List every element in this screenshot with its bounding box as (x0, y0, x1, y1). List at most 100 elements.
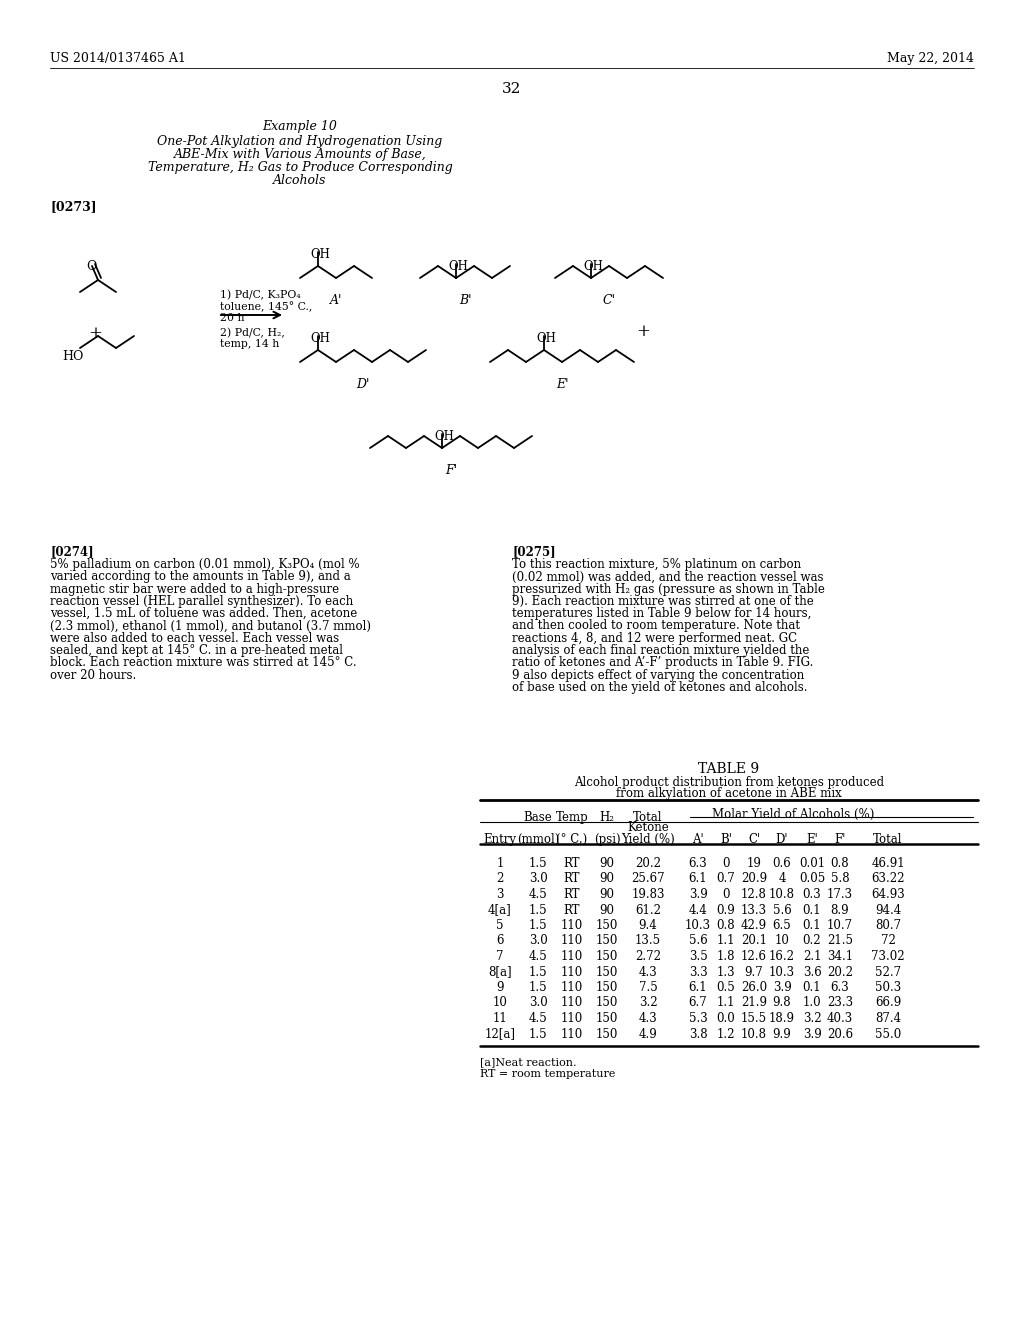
Text: 55.0: 55.0 (874, 1027, 901, 1040)
Text: 25.67: 25.67 (631, 873, 665, 886)
Text: 16.2: 16.2 (769, 950, 795, 964)
Text: 66.9: 66.9 (874, 997, 901, 1010)
Text: 110: 110 (561, 1012, 583, 1026)
Text: of base used on the yield of ketones and alcohols.: of base used on the yield of ketones and… (512, 681, 808, 694)
Text: 0.6: 0.6 (773, 857, 792, 870)
Text: 8.9: 8.9 (830, 903, 849, 916)
Text: 1.1: 1.1 (717, 935, 735, 948)
Text: 0.9: 0.9 (717, 903, 735, 916)
Text: 7: 7 (497, 950, 504, 964)
Text: 3: 3 (497, 888, 504, 902)
Text: 52.7: 52.7 (874, 965, 901, 978)
Text: 1.3: 1.3 (717, 965, 735, 978)
Text: 0: 0 (722, 857, 730, 870)
Text: [0274]: [0274] (50, 545, 93, 558)
Text: 110: 110 (561, 950, 583, 964)
Text: 0.5: 0.5 (717, 981, 735, 994)
Text: 63.22: 63.22 (871, 873, 905, 886)
Text: 110: 110 (561, 919, 583, 932)
Text: 150: 150 (596, 965, 618, 978)
Text: varied according to the amounts in Table 9), and a: varied according to the amounts in Table… (50, 570, 351, 583)
Text: 7.5: 7.5 (639, 981, 657, 994)
Text: 8[a]: 8[a] (488, 965, 512, 978)
Text: 110: 110 (561, 1027, 583, 1040)
Text: 4[a]: 4[a] (488, 903, 512, 916)
Text: 6.3: 6.3 (830, 981, 849, 994)
Text: 73.02: 73.02 (871, 950, 905, 964)
Text: D': D' (356, 378, 370, 391)
Text: 12.8: 12.8 (741, 888, 767, 902)
Text: Base: Base (523, 810, 552, 824)
Text: 3.2: 3.2 (803, 1012, 821, 1026)
Text: 90: 90 (599, 857, 614, 870)
Text: To this reaction mixture, 5% platinum on carbon: To this reaction mixture, 5% platinum on… (512, 558, 801, 572)
Text: [0273]: [0273] (50, 201, 96, 213)
Text: temperatures listed in Table 9 below for 14 hours,: temperatures listed in Table 9 below for… (512, 607, 811, 620)
Text: 46.91: 46.91 (871, 857, 905, 870)
Text: (psi): (psi) (594, 833, 621, 846)
Text: 23.3: 23.3 (827, 997, 853, 1010)
Text: C': C' (602, 294, 615, 308)
Text: 21.9: 21.9 (741, 997, 767, 1010)
Text: Entry: Entry (483, 833, 516, 846)
Text: O: O (86, 260, 96, 273)
Text: 1.5: 1.5 (528, 965, 547, 978)
Text: (0.02 mmol) was added, and the reaction vessel was: (0.02 mmol) was added, and the reaction … (512, 570, 823, 583)
Text: Total: Total (633, 810, 663, 824)
Text: 72: 72 (881, 935, 895, 948)
Text: 42.9: 42.9 (741, 919, 767, 932)
Text: OH: OH (310, 248, 330, 261)
Text: pressurized with H₂ gas (pressure as shown in Table: pressurized with H₂ gas (pressure as sho… (512, 582, 825, 595)
Text: 9 also depicts effect of varying the concentration: 9 also depicts effect of varying the con… (512, 669, 804, 681)
Text: 1.0: 1.0 (803, 997, 821, 1010)
Text: [0275]: [0275] (512, 545, 556, 558)
Text: 5.8: 5.8 (830, 873, 849, 886)
Text: OH: OH (583, 260, 603, 273)
Text: 1.8: 1.8 (717, 950, 735, 964)
Text: vessel, 1.5 mL of toluene was added. Then, acetone: vessel, 1.5 mL of toluene was added. The… (50, 607, 357, 620)
Text: were also added to each vessel. Each vessel was: were also added to each vessel. Each ves… (50, 632, 339, 644)
Text: 4.3: 4.3 (639, 965, 657, 978)
Text: 10.3: 10.3 (769, 965, 795, 978)
Text: Alcohol product distribution from ketones produced: Alcohol product distribution from ketone… (573, 776, 884, 789)
Text: [a]Neat reaction.: [a]Neat reaction. (480, 1057, 577, 1067)
Text: One-Pot Alkylation and Hydrogenation Using: One-Pot Alkylation and Hydrogenation Usi… (158, 135, 442, 148)
Text: ABE-Mix with Various Amounts of Base,: ABE-Mix with Various Amounts of Base, (174, 148, 426, 161)
Text: 10.7: 10.7 (827, 919, 853, 932)
Text: 0.7: 0.7 (717, 873, 735, 886)
Text: 3.0: 3.0 (528, 997, 548, 1010)
Text: +: + (88, 325, 102, 342)
Text: Total: Total (873, 833, 903, 846)
Text: OH: OH (536, 333, 556, 345)
Text: 9.8: 9.8 (773, 997, 792, 1010)
Text: B': B' (459, 294, 471, 308)
Text: 4.5: 4.5 (528, 1012, 548, 1026)
Text: 87.4: 87.4 (874, 1012, 901, 1026)
Text: reaction vessel (HEL parallel synthesizer). To each: reaction vessel (HEL parallel synthesize… (50, 595, 353, 609)
Text: 0.1: 0.1 (803, 919, 821, 932)
Text: 3.0: 3.0 (528, 873, 548, 886)
Text: 4.9: 4.9 (639, 1027, 657, 1040)
Text: 110: 110 (561, 935, 583, 948)
Text: Molar Yield of Alcohols (%): Molar Yield of Alcohols (%) (712, 808, 874, 821)
Text: RT: RT (564, 873, 581, 886)
Text: 1.5: 1.5 (528, 903, 547, 916)
Text: 3.9: 3.9 (688, 888, 708, 902)
Text: 150: 150 (596, 950, 618, 964)
Text: 110: 110 (561, 997, 583, 1010)
Text: temp, 14 h: temp, 14 h (220, 339, 280, 348)
Text: 1.5: 1.5 (528, 919, 547, 932)
Text: RT: RT (564, 857, 581, 870)
Text: 0.1: 0.1 (803, 903, 821, 916)
Text: TABLE 9: TABLE 9 (698, 762, 760, 776)
Text: 19.83: 19.83 (631, 888, 665, 902)
Text: OH: OH (449, 260, 468, 273)
Text: 5.6: 5.6 (688, 935, 708, 948)
Text: 5.6: 5.6 (773, 903, 792, 916)
Text: 150: 150 (596, 997, 618, 1010)
Text: 50.3: 50.3 (874, 981, 901, 994)
Text: 1.5: 1.5 (528, 1027, 547, 1040)
Text: Temp: Temp (556, 810, 589, 824)
Text: 61.2: 61.2 (635, 903, 662, 916)
Text: 15.5: 15.5 (741, 1012, 767, 1026)
